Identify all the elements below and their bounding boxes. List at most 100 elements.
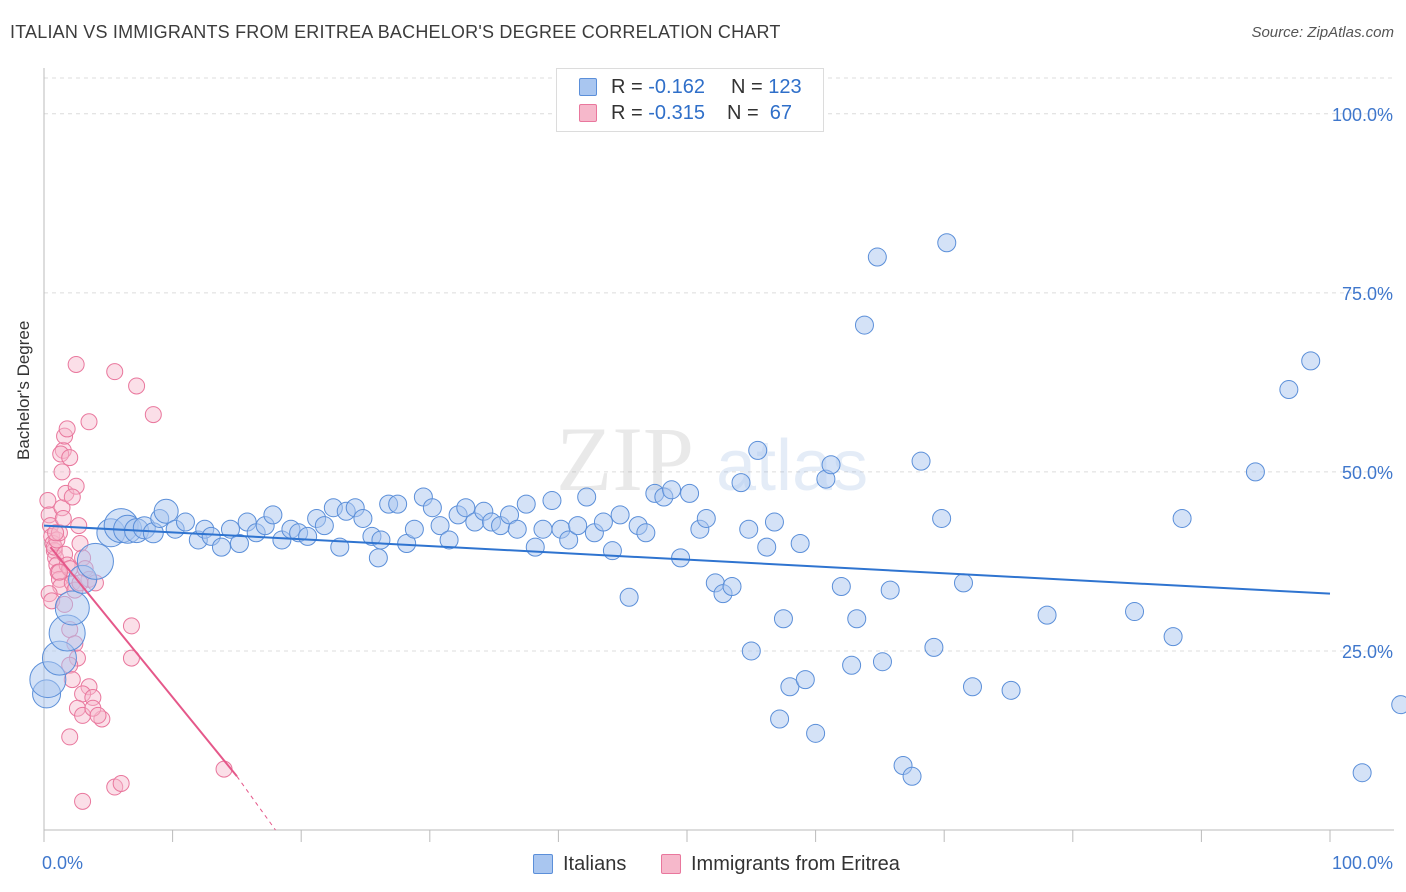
data-point-eritrea: [53, 463, 71, 481]
data-point-italians: [568, 516, 588, 536]
bottom-legend-italians: Italians: [533, 852, 626, 876]
trend-line-italians: [43, 524, 1331, 595]
data-point-eritrea: [50, 563, 68, 581]
data-point-italians: [902, 766, 922, 786]
data-point-italians: [739, 519, 759, 539]
data-point-italians: [619, 587, 639, 607]
data-point-eritrea: [61, 449, 79, 467]
y-tick-label: 50.0%: [1342, 463, 1393, 483]
data-point-italians: [671, 548, 691, 568]
data-point-italians: [937, 233, 957, 253]
data-point-eritrea: [70, 517, 88, 535]
data-point-italians: [731, 473, 751, 493]
data-point-eritrea: [50, 570, 68, 588]
data-point-italians: [220, 519, 240, 539]
data-point-italians: [422, 498, 442, 518]
data-point-italians: [662, 480, 682, 500]
data-point-italians: [1001, 680, 1021, 700]
data-point-eritrea: [89, 706, 107, 724]
data-point-italians: [806, 723, 826, 743]
bottom-legend-eritrea: Immigrants from Eritrea: [661, 852, 900, 876]
data-point-italians: [263, 505, 283, 525]
data-point-italians: [525, 537, 545, 557]
data-point-italians: [696, 508, 716, 528]
data-point-italians: [559, 530, 579, 550]
data-point-italians: [1352, 763, 1372, 783]
legend-n-value: 123: [768, 75, 802, 98]
bottom-legend-label-eritrea: Immigrants from Eritrea: [691, 852, 900, 875]
data-point-italians: [924, 637, 944, 657]
legend-r-value: -0.315: [648, 101, 705, 124]
data-point-italians: [54, 590, 90, 626]
data-point-italians: [610, 505, 630, 525]
data-point-italians: [1125, 602, 1145, 622]
watermark: ZIP atlas: [556, 408, 868, 510]
legend-n-label: N =: [730, 75, 763, 98]
data-point-italians: [1163, 627, 1183, 647]
data-point-eritrea: [128, 377, 146, 395]
data-point-eritrea: [63, 488, 81, 506]
legend-r-value: -0.162: [648, 75, 705, 98]
data-point-eritrea: [106, 363, 124, 381]
data-point-italians: [780, 677, 800, 697]
data-point-italians: [229, 534, 249, 554]
data-point-italians: [770, 709, 790, 729]
data-point-italians: [795, 670, 815, 690]
x-tick-label: 0.0%: [42, 853, 83, 873]
data-point-italians: [1037, 605, 1057, 625]
data-point-eritrea: [40, 506, 58, 524]
series-italians: [29, 233, 1406, 786]
data-point-italians: [842, 655, 862, 675]
data-point-eritrea: [47, 524, 65, 542]
legend-swatch-eritrea: [579, 104, 597, 122]
data-point-italians: [854, 315, 874, 335]
data-point-italians: [330, 537, 350, 557]
data-point-italians: [748, 440, 768, 460]
data-point-italians: [371, 530, 391, 550]
trend-line-eritrea-extension: [236, 775, 276, 831]
source-label: Source: ZipAtlas.com: [1251, 24, 1394, 41]
correlation-legend: R = -0.162 N = 123 R = -0.315 N = 67: [556, 68, 824, 132]
y-tick-label: 75.0%: [1342, 284, 1393, 304]
data-point-italians: [542, 491, 562, 511]
data-point-italians: [516, 494, 536, 514]
data-point-italians: [368, 548, 388, 568]
data-point-italians: [680, 483, 700, 503]
data-point-italians: [76, 542, 114, 580]
data-point-italians: [962, 677, 982, 697]
legend-r-label: R =: [611, 75, 643, 98]
trend-lines: [43, 524, 1331, 831]
data-point-italians: [790, 534, 810, 554]
data-point-italians: [456, 498, 476, 518]
data-point-eritrea: [58, 420, 76, 438]
data-point-italians: [1279, 380, 1299, 400]
data-point-italians: [388, 494, 408, 514]
legend-swatch-italians: [579, 78, 597, 96]
watermark-atlas: atlas: [716, 426, 868, 506]
data-point-italians: [507, 519, 527, 539]
data-point-eritrea: [67, 477, 85, 495]
data-point-italians: [577, 487, 597, 507]
data-point-italians: [298, 526, 318, 546]
data-point-italians: [314, 516, 334, 536]
data-point-eritrea: [54, 509, 72, 527]
data-point-italians: [353, 508, 373, 528]
data-point-italians: [636, 523, 656, 543]
data-point-italians: [1391, 695, 1406, 715]
tick-labels: 25.0% 50.0% 75.0% 100.0% 0.0% 100.0%: [42, 105, 1393, 873]
chart-title: ITALIAN VS IMMIGRANTS FROM ERITREA BACHE…: [10, 22, 781, 42]
data-point-italians: [773, 609, 793, 629]
data-point-italians: [153, 498, 179, 524]
legend-row-italians: R = -0.162 N = 123: [579, 74, 802, 100]
data-point-italians: [757, 537, 777, 557]
data-point-eritrea: [122, 617, 140, 635]
data-point-italians: [722, 576, 742, 596]
data-point-eritrea: [80, 413, 98, 431]
data-point-eritrea: [112, 774, 130, 792]
data-point-eritrea: [39, 492, 57, 510]
data-point-italians: [1172, 508, 1192, 528]
data-point-italians: [175, 512, 195, 532]
data-point-eritrea: [61, 728, 79, 746]
data-point-eritrea: [74, 792, 92, 810]
